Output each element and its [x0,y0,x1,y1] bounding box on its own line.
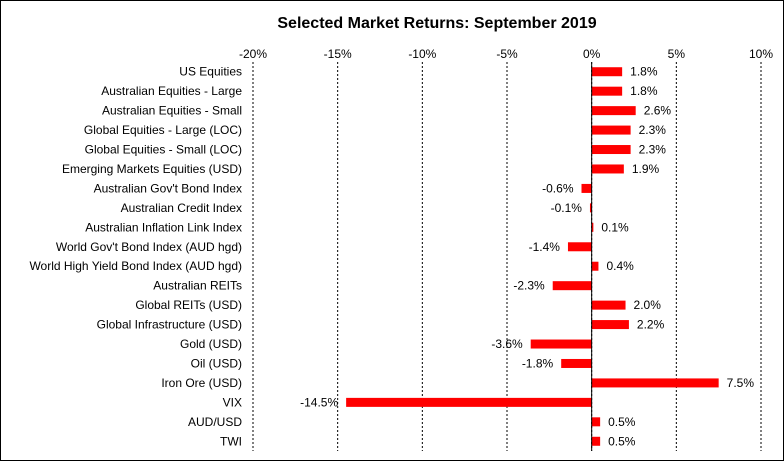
data-label: -1.8% [522,356,554,370]
bar [591,378,719,388]
data-label: -3.6% [491,337,523,351]
x-axis-ticks: -20% -15% -10% -5% 0% 5% 10% [239,47,773,61]
category-label: US Equities [179,65,242,79]
category-label: Gold (USD) [180,337,242,351]
data-label: 0.1% [601,220,629,234]
data-label: 0.5% [608,415,636,429]
bar [591,106,636,116]
category-label: Global Equities - Small (LOC) [85,143,242,157]
data-labels: 1.8% 1.8% 2.6% 2.3% 2.3% 1.9% -0.6% -0.1% 0.1% -1… [300,65,754,449]
bar [591,222,594,232]
data-label: 0.5% [608,434,636,448]
category-label: Global REITs (USD) [135,298,242,312]
data-label: -14.5% [300,395,338,409]
bar [561,358,592,368]
data-label: -1.4% [529,240,561,254]
data-label: 7.5% [727,376,755,390]
bar [581,183,592,193]
bars [346,62,719,451]
bar [591,417,601,427]
data-label: 2.2% [637,318,665,332]
category-label: Australian REITs [153,279,242,293]
x-tick-label: -20% [239,47,267,61]
bar [530,339,592,349]
data-label: 1.9% [632,162,660,176]
data-label: -0.6% [542,181,574,195]
category-label: Australian Gov't Bond Index [94,181,242,195]
bar [591,300,626,310]
category-label: World High Yield Bond Index (AUD hgd) [29,259,242,273]
category-label: Global Infrastructure (USD) [97,318,242,332]
category-labels: US Equities Australian Equities - Large Au… [29,65,242,449]
x-tick-label: -10% [408,47,436,61]
category-label: Oil (USD) [191,356,242,370]
category-label: Emerging Markets Equities (USD) [62,162,242,176]
bar [591,145,631,155]
data-label: 1.8% [630,65,658,79]
x-tick-label: 0% [583,47,601,61]
x-tick-label: 5% [668,47,686,61]
category-label: AUD/USD [188,415,242,429]
x-tick-label: -5% [496,47,518,61]
bar [591,320,629,330]
bar [591,436,601,446]
bar [567,242,592,252]
data-label: 2.3% [639,143,667,157]
bar [552,281,592,291]
category-label: Australian Credit Index [121,201,242,215]
data-label: 1.8% [630,84,658,98]
category-label: Iron Ore (USD) [161,376,242,390]
bar [591,164,624,174]
chart-title: Selected Market Returns: September 2019 [277,15,596,32]
data-label: 2.6% [644,104,672,118]
data-label: -2.3% [513,279,545,293]
data-label: 0.4% [606,259,634,273]
category-label: VIX [223,395,242,409]
bar [589,203,592,213]
category-label: Global Equities - Large (LOC) [84,123,242,137]
data-label: 2.0% [634,298,662,312]
category-label: World Gov't Bond Index (AUD hgd) [56,240,242,254]
category-label: TWI [220,434,242,448]
category-label: Australian Equities - Large [101,84,242,98]
x-tick-label: 10% [749,47,773,61]
bar [591,125,631,135]
category-label: Australian Equities - Small [102,104,242,118]
category-label: Australian Inflation Link Index [85,220,242,234]
bar [591,67,623,77]
bar [591,261,599,271]
gridlines [252,62,762,451]
bar [591,86,623,96]
data-label: 2.3% [639,123,667,137]
x-tick-label: -15% [324,47,352,61]
bar [346,397,592,407]
data-label: -0.1% [551,201,583,215]
